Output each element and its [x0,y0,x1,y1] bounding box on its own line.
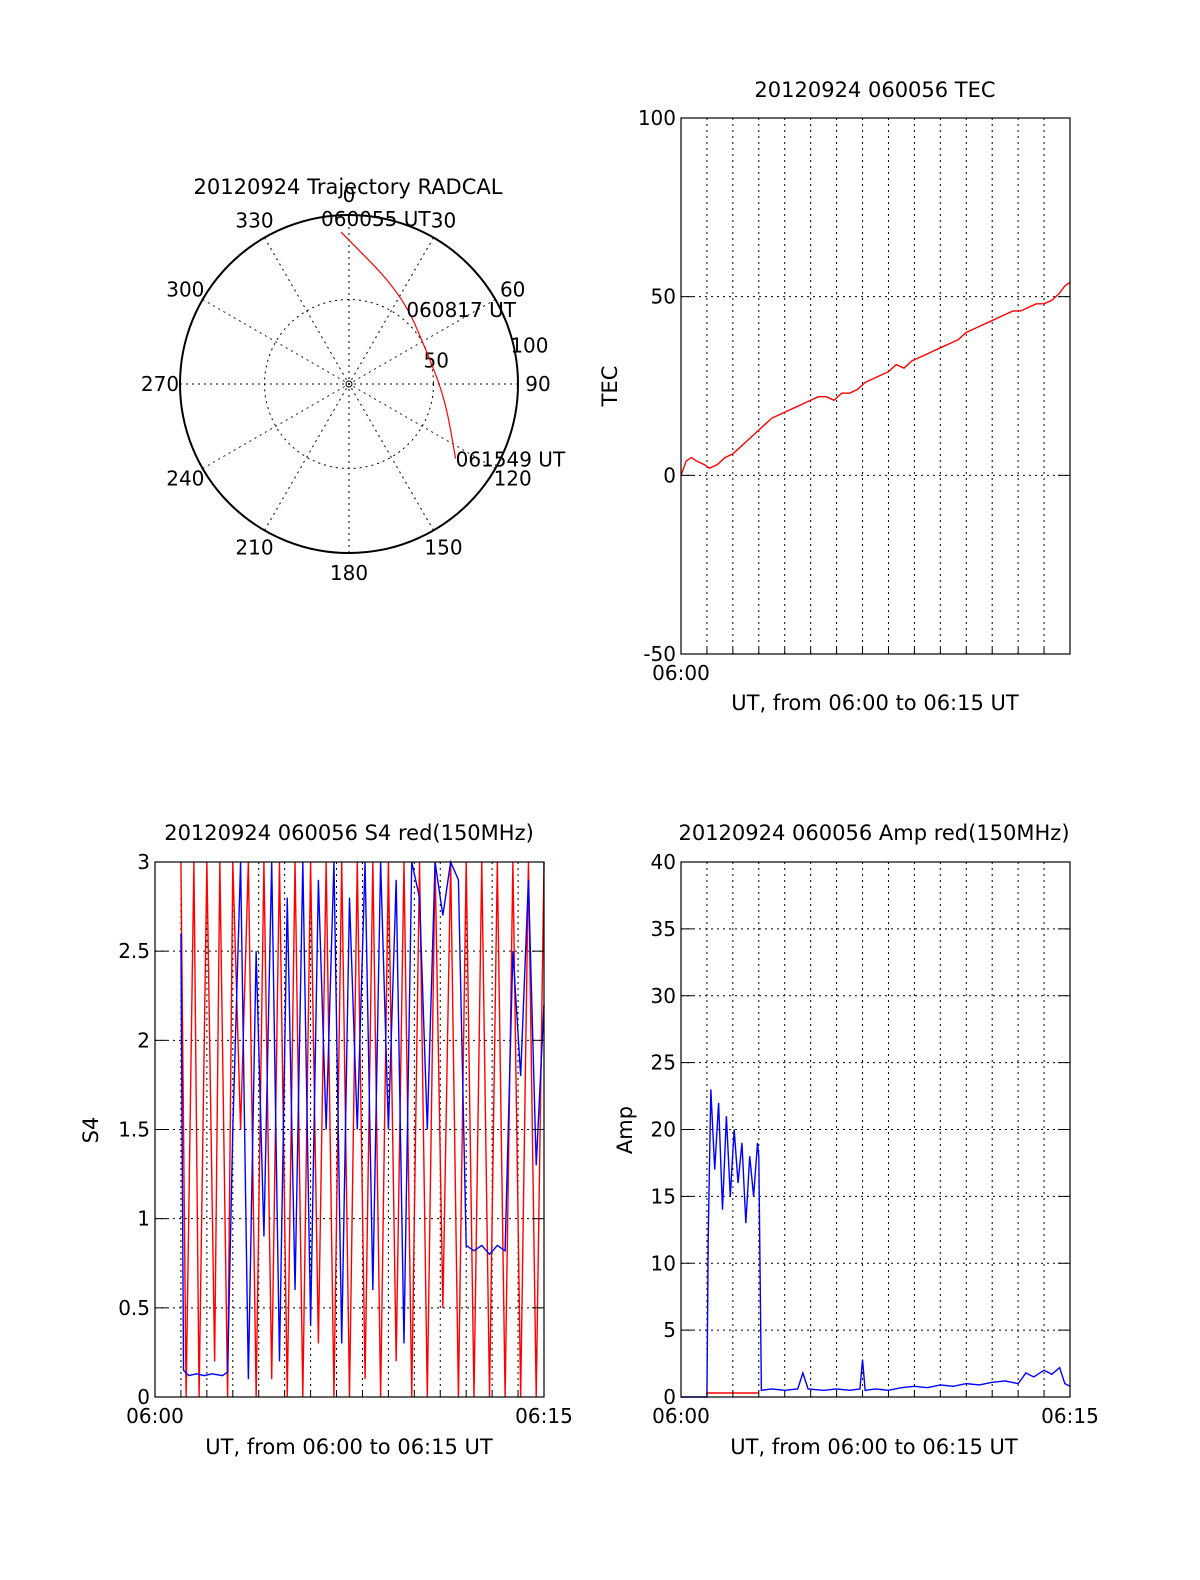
polar-azimuth-tick-label: 30 [431,208,456,232]
trajectory-title: 20120924 Trajectory RADCAL [194,175,503,199]
polar-azimuth-tick-label: 180 [330,561,368,585]
tec-x-ticks: 06:00 [652,648,1071,685]
s4-series [180,859,545,1398]
s4-y-ticks: 0 0.5 1 1.5 2 2.5 3 [118,850,544,1409]
trajectory-time-label: 060817 UT [406,298,516,322]
amp-ytick-label: 40 [651,850,676,874]
s4-ytick-label: 2.5 [118,939,150,963]
amp-y-label: Amp [613,1106,637,1154]
polar-radial-tick-label: 50 [423,348,448,372]
polar-azimuth-tick-label: 0 [343,183,356,207]
amp-ytick-label: 20 [651,1118,676,1142]
s4-xtick-label: 06:00 [126,1404,184,1428]
tec-series-line-red [680,281,1071,476]
tec-ytick-label: 100 [638,106,676,130]
tec-ytick-label: 0 [663,463,676,487]
amp-ytick-label: 30 [651,984,676,1008]
polar-azimuth-tick-label: 150 [424,536,462,560]
trajectory-time-label: 061549 UT [456,448,566,472]
s4-series-line-blue [180,859,545,1380]
polar-azimuth-tick-label: 210 [235,536,273,560]
tec-panel: 20120924 060056 TEC -50 0 50 100 06:00 UT, … [598,78,1071,715]
polar-azimuth-tick-label: 300 [166,278,204,302]
polar-azimuth-tick-label: 60 [500,278,525,302]
polar-azimuth-tick-label: 330 [235,208,273,232]
polar-center-mark [345,380,353,388]
amp-ytick-label: 15 [651,1184,676,1208]
s4-xtick-label: 06:15 [515,1404,573,1428]
polar-azimuth-tick-label: 90 [525,372,550,396]
trajectory-panel: 20120924 Trajectory RADCAL 0 30 60 90 120 150… [141,175,566,585]
s4-x-ticks: 06:00 06:15 [126,1391,573,1428]
amp-grid [681,862,1070,1397]
amp-x-ticks: 06:00 06:15 [652,1391,1099,1428]
polar-grid [179,214,519,554]
s4-ytick-label: 3 [137,850,150,874]
polar-azimuth-tick-label: 120 [494,467,532,491]
amp-xtick-label: 06:15 [1041,1404,1099,1428]
trajectory-time-labels: 060055 UT 060817 UT 061549 UT [321,207,566,472]
trajectory-track [340,231,457,459]
amp-x-label: UT, from 06:00 to 06:15 UT [730,1435,1018,1459]
tec-series [680,281,1071,476]
s4-title: 20120924 060056 S4 red(150MHz) [164,821,534,845]
s4-ytick-label: 1.5 [118,1118,150,1142]
tec-ytick-label: -50 [643,642,676,666]
tec-y-label: TEC [598,366,622,408]
polar-radial-tick-label: 100 [510,334,548,358]
polar-radial-ticks: 50 100 [423,334,548,373]
s4-y-label: S4 [79,1117,103,1144]
tec-xtick-label: 06:00 [652,661,710,685]
amp-ytick-label: 35 [651,917,676,941]
amp-xtick-label: 06:00 [652,1404,710,1428]
amp-ytick-label: 0 [663,1385,676,1409]
tec-grid [681,118,1070,654]
tec-x-label: UT, from 06:00 to 06:15 UT [731,691,1019,715]
polar-azimuth-ticks: 0 30 60 90 120 150 180 210 240 270 300 330 [141,183,551,585]
amp-ytick-label: 25 [651,1051,676,1075]
s4-ytick-label: 0 [137,1385,150,1409]
s4-panel: 20120924 060056 S4 red(150MHz) 0 0.5 1 1.5 2… [79,821,573,1459]
tec-y-ticks: -50 0 50 100 [638,106,1070,666]
tec-ytick-label: 50 [651,285,676,309]
tec-title: 20120924 060056 TEC [754,78,995,102]
tec-plot-frame [680,117,1071,655]
amp-title: 20120924 060056 Amp red(150MHz) [678,821,1069,845]
polar-azimuth-tick-label: 270 [141,372,179,396]
s4-x-label: UT, from 06:00 to 06:15 UT [205,1435,493,1459]
s4-ytick-label: 1 [137,1207,150,1231]
polar-azimuth-tick-label: 240 [166,467,204,491]
amp-series-line-blue [681,1089,1071,1398]
amp-ytick-label: 5 [663,1318,676,1342]
amp-series [681,1089,1071,1398]
s4-ytick-label: 2 [137,1028,150,1052]
amp-panel: 20120924 060056 Amp red(150MHz) 0 5 10 15 20… [613,821,1099,1459]
amp-y-ticks: 0 5 10 15 20 25 30 35 40 [651,850,1070,1409]
polar-spoke [264,237,434,531]
trajectory-time-label: 060055 UT [321,207,431,231]
amp-ytick-label: 10 [651,1251,676,1275]
s4-ytick-label: 0.5 [118,1296,150,1320]
